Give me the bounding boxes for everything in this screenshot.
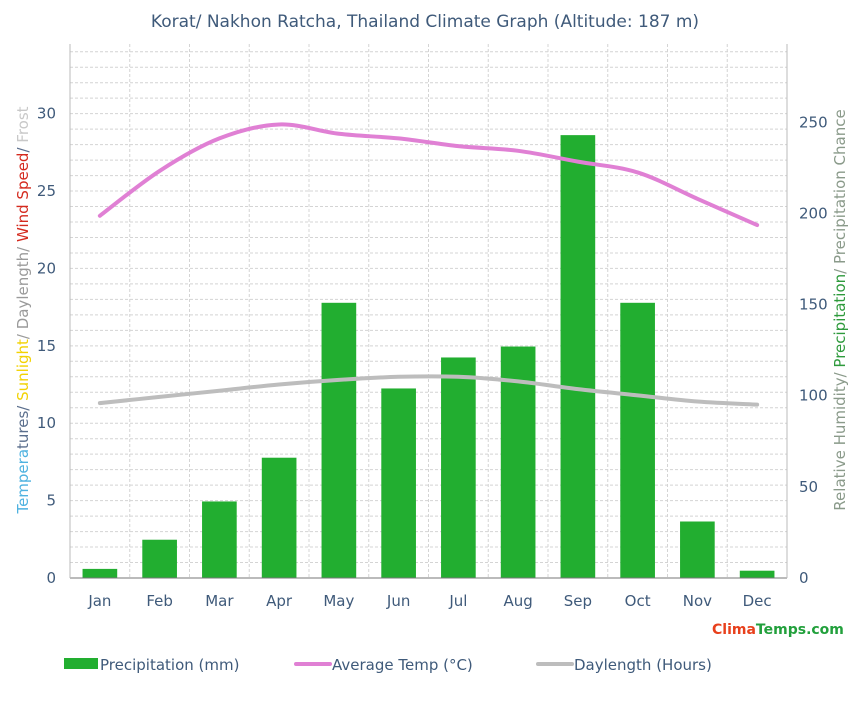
bar-apr — [261, 457, 297, 578]
right-tick-label: 100 — [799, 387, 828, 405]
grid-lines — [69, 44, 788, 579]
legend-label: Average Temp (°C) — [332, 656, 473, 674]
right-tick-label: 150 — [799, 296, 828, 314]
right-tick-label: 200 — [799, 204, 828, 222]
axis-label-part: Precipitation — [831, 274, 849, 368]
bar-nov — [680, 521, 715, 578]
axis-label-part: / Precipitation Chance — [831, 109, 849, 274]
svg-text:ClimaTemps.com: ClimaTemps.com — [712, 622, 844, 638]
x-tick-label: Dec — [743, 592, 772, 610]
x-tick-label: Jan — [87, 592, 111, 610]
bar-feb — [142, 539, 177, 578]
bar-aug — [500, 346, 536, 578]
x-tick-label: May — [323, 592, 354, 610]
left-tick-label: 0 — [46, 569, 56, 587]
bar-jul — [441, 357, 476, 578]
axis-label-part: tures/ — [14, 401, 32, 449]
right-axis-label: Relative Humidity/ Precipitation/ Precip… — [831, 109, 849, 510]
brand-logo: ClimaTemps.com — [712, 622, 844, 638]
bar-dec — [739, 570, 775, 578]
right-tick-label: 250 — [799, 113, 828, 131]
x-tick-label: Nov — [683, 592, 712, 610]
bar-may — [321, 302, 357, 578]
axis-label-part: Wind Speed — [14, 153, 32, 243]
axis-label-part: / Daylength/ — [14, 242, 32, 339]
x-axis-ticks: Jan Feb Mar Apr May Jun Jul Aug Sep Oct Nov Dec — [87, 592, 771, 610]
left-axis-label: Temperatures/ Sunlight/ Daylength/ Wind … — [14, 106, 32, 514]
bar-jun — [381, 388, 416, 578]
right-axis-ticks: 0 50 100 150 200 250 — [799, 113, 828, 587]
right-tick-label: 0 — [799, 569, 809, 587]
legend: Precipitation (mm) Average Temp (°C) Dayle… — [64, 656, 712, 674]
daylength-line — [97, 374, 760, 407]
x-tick-label: Feb — [146, 592, 173, 610]
precipitation-bars — [82, 135, 775, 578]
bar-oct — [620, 302, 655, 578]
left-tick-label: 25 — [37, 182, 56, 200]
legend-swatch-precipitation — [64, 658, 98, 669]
left-tick-label: 10 — [37, 414, 56, 432]
series-lines — [97, 122, 760, 407]
left-tick-label: 30 — [37, 105, 56, 123]
chart-title: Korat/ Nakhon Ratcha, Thailand Climate G… — [151, 12, 699, 32]
axes — [69, 44, 788, 579]
x-tick-label: Jul — [448, 592, 467, 610]
x-tick-label: Jun — [386, 592, 410, 610]
axis-label-part: Relative Humidity/ — [831, 368, 849, 511]
left-tick-label: 5 — [46, 492, 56, 510]
bar-mar — [202, 501, 237, 578]
x-tick-label: Aug — [503, 592, 532, 610]
axis-label-part: / — [14, 143, 32, 153]
x-tick-label: Oct — [625, 592, 651, 610]
avg-temp-line — [97, 122, 760, 228]
left-axis-ticks: 0 5 10 15 20 25 30 — [37, 105, 56, 587]
left-tick-label: 15 — [37, 337, 56, 355]
x-tick-label: Sep — [564, 592, 592, 610]
bar-sep — [560, 135, 596, 578]
right-tick-label: 50 — [799, 478, 818, 496]
legend-label: Daylength (Hours) — [574, 656, 712, 674]
axis-label-part: Sunlight — [14, 339, 32, 401]
left-tick-label: 20 — [37, 259, 56, 277]
legend-label: Precipitation (mm) — [100, 656, 239, 674]
x-tick-label: Apr — [266, 592, 293, 610]
axis-label-part: Frost — [14, 106, 32, 142]
axis-label-part: Tempera — [14, 449, 32, 515]
x-tick-label: Mar — [205, 592, 234, 610]
bar-jan — [82, 568, 118, 578]
